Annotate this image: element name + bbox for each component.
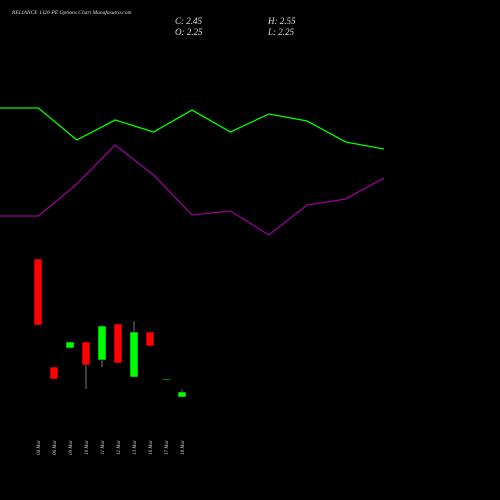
candle-body bbox=[113, 323, 123, 364]
low-label: L: 2.25 bbox=[267, 27, 295, 37]
candle-body bbox=[177, 391, 187, 398]
x-tick-label: 11 Mar bbox=[101, 440, 106, 455]
candle-body bbox=[49, 366, 59, 380]
x-tick-label: 12 Mar bbox=[117, 440, 122, 455]
candle-body bbox=[97, 325, 107, 361]
line-series bbox=[0, 107, 385, 150]
x-tick-label: 04 Mar bbox=[37, 440, 42, 455]
chart-title: RELIANCE 1320 PE Options Chart Munafasut… bbox=[11, 9, 132, 16]
high-label: H: 2.55 bbox=[267, 16, 296, 26]
candle-body bbox=[145, 331, 155, 347]
close-label: C: 2.45 bbox=[175, 16, 203, 26]
line-series bbox=[0, 144, 385, 236]
x-tick-label: 13 Mar bbox=[133, 440, 138, 455]
candle-body bbox=[161, 378, 171, 381]
candle-body bbox=[33, 258, 43, 326]
candle-body bbox=[65, 341, 75, 349]
x-tick-label: 16 Mar bbox=[149, 440, 154, 455]
x-tick-label: 10 Mar bbox=[85, 440, 90, 455]
candle-body bbox=[129, 331, 139, 378]
open-label: O: 2.25 bbox=[175, 27, 203, 37]
candle-body bbox=[81, 341, 91, 366]
x-tick-label: 06 Mar bbox=[53, 440, 58, 455]
x-tick-label: 18 Mar bbox=[181, 440, 186, 455]
x-tick-label: 09 Mar bbox=[69, 440, 74, 455]
x-tick-label: 17 Mar bbox=[165, 440, 170, 455]
